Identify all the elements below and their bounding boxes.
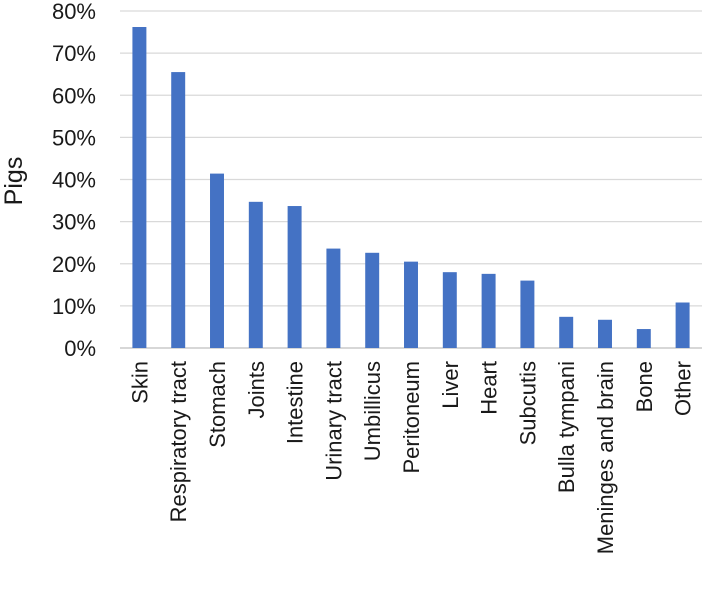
bar	[248, 201, 263, 348]
bar	[171, 72, 186, 349]
x-tick-label: Liver	[438, 361, 463, 409]
bar	[132, 27, 147, 348]
y-tick-label: 80%	[52, 0, 96, 24]
x-tick-label: Subcutis	[515, 361, 540, 445]
x-tick-label: Respiratory tract	[166, 361, 191, 522]
x-tick-label: Bulla tympani	[554, 361, 579, 493]
y-tick-label: 70%	[52, 41, 96, 66]
bar	[404, 261, 418, 348]
y-tick-label: 50%	[52, 125, 96, 150]
bar	[481, 273, 496, 348]
bar	[675, 302, 690, 348]
x-tick-label: Heart	[477, 361, 502, 415]
y-tick-label: 60%	[52, 83, 96, 108]
bar	[326, 248, 341, 348]
x-tick-label: Urinary tract	[321, 361, 346, 481]
bar	[559, 316, 574, 348]
bar	[442, 272, 457, 348]
bar	[636, 329, 651, 348]
y-axis-ticks: 0% 10% 20% 30% 40% 50% 60% 70% 80%	[52, 0, 96, 361]
bars	[132, 27, 690, 349]
y-tick-label: 20%	[52, 252, 96, 277]
bar	[365, 252, 380, 348]
bar	[210, 173, 224, 348]
x-tick-label: Peritoneum	[399, 361, 424, 474]
y-tick-label: 30%	[52, 210, 96, 235]
x-tick-label: Meninges and brain	[593, 361, 618, 554]
x-axis-ticks: Skin Respiratory tract Stomach Joints Intest…	[127, 361, 695, 554]
bar	[598, 319, 612, 348]
x-tick-label: Intestine	[283, 361, 308, 444]
y-axis-title: Pigs	[0, 157, 28, 206]
x-tick-label: Joints	[244, 361, 269, 418]
y-tick-label: 10%	[52, 294, 96, 319]
x-tick-label: Stomach	[205, 361, 230, 448]
x-tick-label: Other	[671, 361, 696, 416]
x-tick-label: Bone	[632, 361, 657, 412]
y-tick-label: 0%	[64, 336, 96, 361]
bar	[520, 280, 535, 348]
x-tick-label: Umbillicus	[360, 361, 385, 461]
bar	[287, 206, 302, 348]
x-tick-label: Skin	[127, 361, 152, 404]
y-tick-label: 40%	[52, 168, 96, 193]
